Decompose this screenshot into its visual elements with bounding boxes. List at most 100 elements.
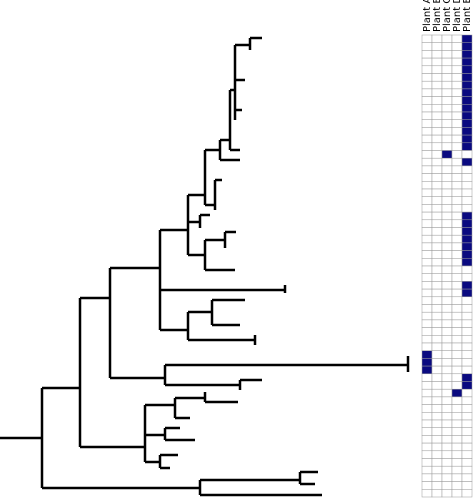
heatmap-cell: [441, 219, 453, 228]
heatmap-cell: [451, 127, 463, 136]
heatmap-cell: [431, 489, 443, 498]
heatmap-cell: [451, 273, 463, 282]
heatmap-cell: [451, 450, 463, 459]
heatmap-cell: [461, 96, 473, 105]
heatmap-cell: [441, 273, 453, 282]
heatmap-cell: [441, 196, 453, 205]
heatmap-cell: [431, 288, 443, 298]
heatmap-cell: [461, 273, 473, 282]
heatmap-cell: [421, 465, 433, 475]
heatmap-cell: [441, 80, 453, 90]
heatmap-cell: [441, 465, 453, 475]
heatmap-cell: [431, 127, 443, 136]
heatmap-cell: [441, 358, 453, 367]
heatmap-cell: [441, 181, 453, 190]
heatmap-cell: [421, 173, 433, 182]
heatmap-cell: [421, 227, 433, 236]
heatmap-cell: [421, 273, 433, 282]
heatmap-cell: [431, 358, 443, 367]
heatmap-cell: [441, 311, 453, 321]
heatmap-cell: [451, 34, 463, 43]
heatmap-cell: [421, 265, 433, 274]
heatmap-cell: [461, 250, 473, 259]
heatmap-cell: [421, 57, 433, 67]
heatmap-cell: [451, 373, 463, 382]
heatmap-cell: [431, 188, 443, 197]
heatmap-cell: [421, 396, 433, 405]
heatmap-cell: [421, 80, 433, 90]
heatmap-cell: [461, 242, 473, 251]
heatmap-cell: [431, 80, 443, 90]
heatmap-cell: [431, 96, 443, 105]
heatmap-cell: [461, 388, 473, 398]
heatmap-cell: [431, 142, 443, 151]
heatmap-cell: [451, 165, 463, 174]
heatmap-cell: [461, 419, 473, 428]
heatmap-cell: [451, 157, 463, 167]
heatmap-cell: [431, 273, 443, 282]
heatmap-cell: [431, 304, 443, 313]
heatmap-cell: [421, 34, 433, 43]
heatmap-cell: [421, 96, 433, 105]
heatmap-cell: [461, 219, 473, 228]
heatmap-cell: [421, 381, 433, 390]
heatmap-cell: [441, 365, 453, 375]
heatmap-cell: [461, 73, 473, 82]
heatmap-cell: [421, 242, 433, 251]
heatmap-cell: [431, 65, 443, 74]
heatmap-cell: [441, 304, 453, 313]
heatmap-cell: [441, 319, 453, 328]
heatmap-cell: [441, 489, 453, 498]
column-label: Plant C: [442, 0, 453, 32]
heatmap-cell: [441, 65, 453, 74]
heatmap-cell: [431, 211, 443, 221]
heatmap-cell: [441, 104, 453, 113]
heatmap: Plant A Plant B Plant C Plant D Plant E: [421, 0, 473, 498]
heatmap-cell: [421, 111, 433, 120]
heatmap-cell: [421, 427, 433, 436]
heatmap-cell: [451, 188, 463, 197]
heatmap-cell: [431, 111, 443, 120]
heatmap-cell: [431, 57, 443, 67]
heatmap-cell: [431, 427, 443, 436]
heatmap-cell: [451, 365, 463, 375]
heatmap-cell: [451, 489, 463, 498]
heatmap-cell: [441, 142, 453, 151]
heatmap-cell: [431, 119, 443, 128]
heatmap-cell: [441, 242, 453, 251]
heatmap-cell: [431, 319, 443, 328]
heatmap-cell: [441, 296, 453, 305]
heatmap-cell: [451, 427, 463, 436]
tree-branches: [0, 36, 410, 497]
heatmap-cell: [421, 373, 433, 382]
heatmap-cell: [441, 165, 453, 174]
heatmap-cell: [461, 465, 473, 475]
heatmap-cell: [461, 288, 473, 298]
heatmap-cell: [421, 50, 433, 59]
heatmap-cell: [441, 88, 453, 97]
heatmap-cell: [441, 419, 453, 428]
heatmap-cell: [461, 119, 473, 128]
heatmap-cell: [421, 211, 433, 221]
heatmap-cell: [431, 50, 443, 59]
heatmap-cell: [461, 258, 473, 267]
heatmap-cell: [431, 419, 443, 428]
column-label: Plant B: [432, 0, 443, 32]
heatmap-cell: [461, 165, 473, 174]
heatmap-cell: [421, 88, 433, 97]
heatmap-cell: [461, 404, 473, 413]
heatmap-cell: [461, 381, 473, 390]
heatmap-cell: [441, 111, 453, 120]
heatmap-cell: [431, 242, 443, 251]
heatmap-cell: [451, 296, 463, 305]
heatmap-cell: [461, 327, 473, 336]
heatmap-cell: [441, 211, 453, 221]
heatmap-cell: [431, 404, 443, 413]
heatmap-cell: [461, 57, 473, 67]
heatmap-cell: [431, 396, 443, 405]
heatmap-cell: [441, 57, 453, 67]
heatmap-cell: [421, 442, 433, 452]
heatmap-cell: [421, 358, 433, 367]
heatmap-cell: [421, 489, 433, 498]
heatmap-cell: [431, 435, 443, 444]
